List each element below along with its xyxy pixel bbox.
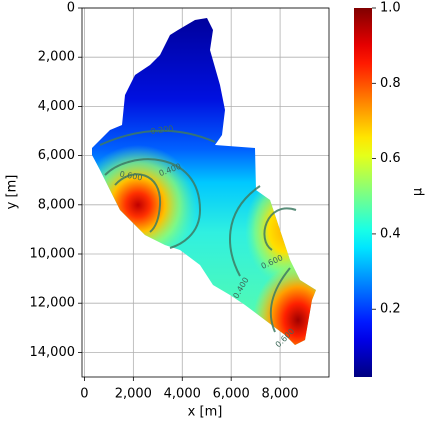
colorbar-label: μ xyxy=(411,188,426,196)
contour-line xyxy=(114,173,162,233)
x-tick-label: 0 xyxy=(80,387,88,402)
field xyxy=(92,18,316,345)
y-tick-label: 8,000 xyxy=(38,197,75,212)
contour-label: 0.600 xyxy=(119,170,143,183)
colorbar-tick-label: 0.8 xyxy=(380,76,401,91)
y-axis-label: y [m] xyxy=(5,175,20,210)
contour-line xyxy=(104,158,202,249)
y-tick-label: 10,000 xyxy=(30,247,76,262)
contour-line xyxy=(269,267,291,333)
colorbar xyxy=(354,8,372,377)
y-tick-label: 6,000 xyxy=(38,148,75,163)
plot-frame xyxy=(81,7,330,378)
y-tick-label: 0 xyxy=(67,1,75,16)
x-tick-label: 2,000 xyxy=(115,387,152,402)
y-tick-label: 2,000 xyxy=(38,50,75,65)
x-tick-label: 8,000 xyxy=(261,387,298,402)
y-tick-label: 12,000 xyxy=(30,296,76,311)
x-tick-label: 6,000 xyxy=(213,387,250,402)
contour-line xyxy=(99,129,216,146)
contour-label: 0.200 xyxy=(150,124,174,136)
x-axis-label: x [m] xyxy=(188,405,223,420)
colorbar-tick-label: 0.2 xyxy=(380,302,401,317)
y-tick-label: 14,000 xyxy=(30,345,76,360)
y-tick-label: 4,000 xyxy=(38,99,75,114)
colorbar-tick-label: 0.4 xyxy=(380,226,401,241)
contour-line xyxy=(263,207,297,251)
x-tick-label: 4,000 xyxy=(164,387,201,402)
colorbar-tick-label: 1.0 xyxy=(380,1,401,16)
contour-line xyxy=(229,185,261,277)
colorbar-tick-label: 0.6 xyxy=(380,151,401,166)
